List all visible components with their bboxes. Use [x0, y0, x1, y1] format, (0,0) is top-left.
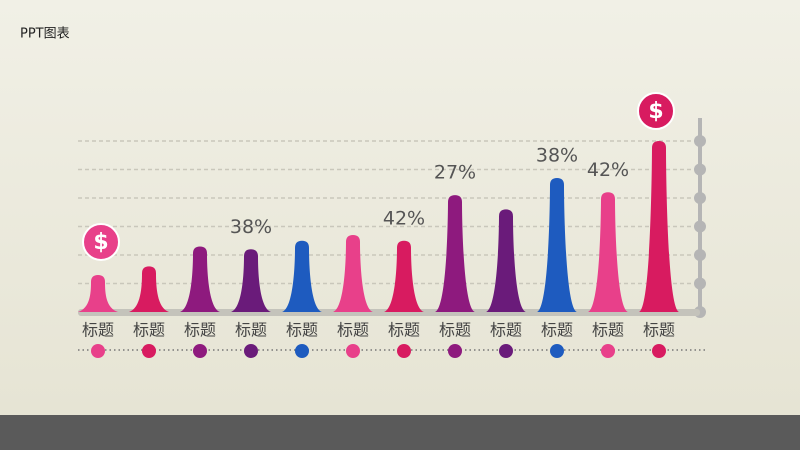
bar	[282, 240, 322, 312]
x-tick-label: 标题	[490, 321, 522, 340]
badge-icon: $	[648, 99, 663, 124]
y-tick-dot	[694, 192, 706, 204]
bar	[639, 141, 679, 312]
bar-label: 42%	[587, 159, 629, 181]
legend-dot	[499, 344, 513, 358]
bar	[384, 240, 424, 312]
x-tick-label: 标题	[82, 321, 114, 340]
legend-dot	[244, 344, 258, 358]
legend-dot	[142, 344, 156, 358]
bar	[78, 274, 118, 312]
y-tick-dot	[694, 249, 706, 261]
x-tick-label: 标题	[286, 321, 318, 340]
y-tick-dot	[694, 135, 706, 147]
legend-dot	[295, 344, 309, 358]
x-tick-label: 标题	[133, 321, 165, 340]
bar	[486, 209, 526, 312]
legend-dot	[601, 344, 615, 358]
x-tick-label: 标题	[592, 321, 624, 340]
x-tick-label: 标题	[235, 321, 267, 340]
bar-label: 27%	[434, 162, 476, 184]
bar	[129, 266, 169, 312]
page-title: PPT图表	[20, 27, 70, 42]
y-tick-dot	[694, 220, 706, 233]
x-tick-label: 标题	[541, 321, 573, 340]
legend-dot	[397, 344, 411, 358]
bar	[180, 246, 220, 312]
x-tick-label: 标题	[439, 321, 471, 340]
legend-dot	[346, 344, 360, 358]
legend-dot	[652, 344, 666, 358]
bar-label: 38%	[230, 216, 272, 238]
y-tick-dot	[694, 163, 706, 176]
y-tick-dot	[694, 277, 706, 290]
x-tick-label: 标题	[337, 321, 369, 340]
legend-dot	[91, 344, 105, 358]
footer-band	[0, 415, 800, 450]
badge-icon: $	[93, 230, 108, 255]
badge-circle	[637, 92, 675, 130]
x-tick-label: 标题	[643, 321, 675, 340]
bar	[231, 249, 271, 312]
bar-label: 38%	[536, 145, 578, 167]
bar	[333, 235, 373, 312]
bar	[435, 195, 475, 312]
x-tick-label: 标题	[388, 321, 420, 340]
legend-dot	[550, 344, 564, 358]
bar-label: 42%	[383, 207, 425, 229]
badge-circle	[82, 223, 120, 261]
legend-dot	[448, 344, 462, 358]
x-tick-label: 标题	[184, 321, 216, 340]
bar	[537, 178, 577, 312]
legend-dot	[193, 344, 207, 358]
bar	[588, 192, 628, 312]
